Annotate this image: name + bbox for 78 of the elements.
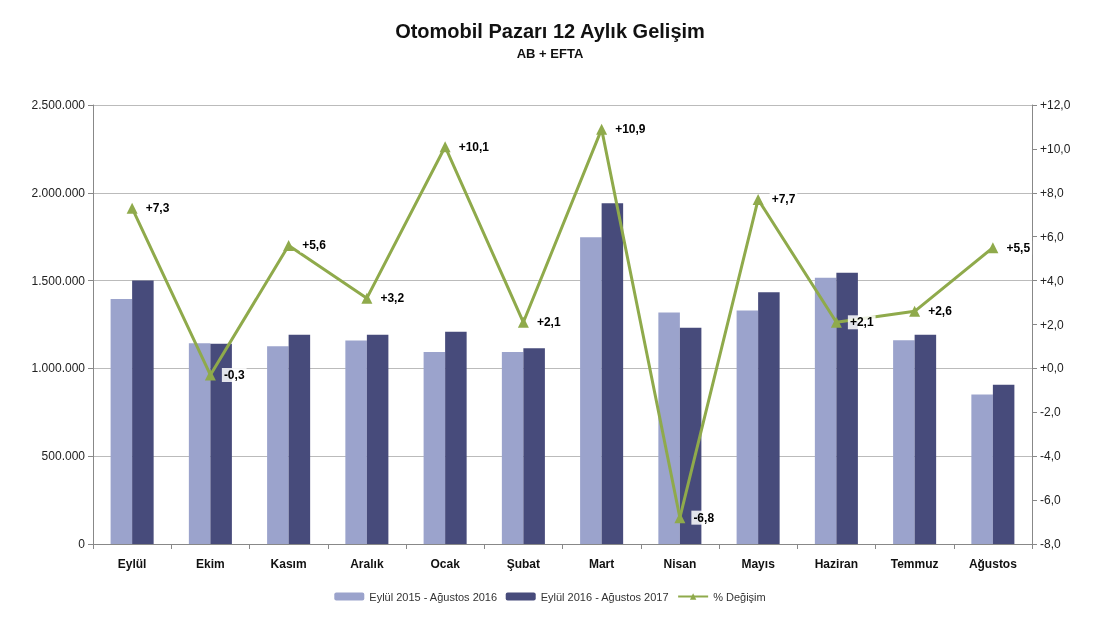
bar [893,340,915,544]
bar [423,352,446,544]
x-tick-label: Ocak [430,557,461,571]
bar [523,348,545,544]
data-label: -6,8 [693,510,715,525]
y-tick-label: 500.000 [41,449,86,464]
point [361,292,373,304]
x-tick-label: Mart [588,557,615,571]
bar [366,334,389,544]
point [439,141,451,153]
bar [971,394,993,544]
x-tick-label: Nisan [663,557,697,571]
y-tick-label: 1.500.000 [31,273,86,288]
data-label: +5,5 [1006,240,1031,255]
data-label: +2,6 [928,304,953,319]
bar [658,312,680,544]
bar [814,277,837,544]
x-tick-label: Ekim [196,557,225,571]
point [909,305,921,317]
x-tick-label: Eylül [117,557,147,571]
y2-tick-label: -6,0 [1040,493,1061,508]
data-label: +2,1 [849,315,874,330]
point [752,193,764,205]
x-tick-label: Haziran [814,557,859,571]
x-tick-label: Şubat [506,557,541,571]
y2-tick-label: +12,0 [1040,98,1071,112]
point [283,239,295,251]
chart-subtitle: AB + EFTA [516,46,584,61]
y2-tick-label: -4,0 [1040,449,1061,464]
data-label: +5,6 [302,238,327,253]
bar [601,203,624,544]
x-tick-label: Temmuz [890,557,939,571]
x-tick-label: Ağustos [968,557,1018,571]
data-label: +10,9 [615,122,646,137]
data-label: +7,3 [145,201,170,216]
data-label: +2,1 [536,315,561,330]
bar [288,334,311,544]
x-tick-label: Aralık [350,557,384,571]
x-tick-label: Mayıs [741,557,776,571]
y2-tick-label: +0,0 [1040,361,1065,376]
chart-title: Otomobil Pazarı 12 Aylık Gelişim [395,20,705,42]
point [596,123,608,135]
legend-label: Eylül 2016 - Ağustos 2017 [540,590,669,603]
bar [110,299,133,544]
y2-tick-label: +4,0 [1040,273,1065,288]
bar [736,310,759,544]
legend-label: % Değişim [713,590,766,603]
bar [188,343,211,544]
point [126,202,138,214]
y-tick-label: 1.000.000 [31,361,86,376]
point [517,316,529,328]
y2-tick-label: +8,0 [1040,185,1065,200]
data-label: +3,2 [380,291,405,306]
point [987,242,999,254]
y2-tick-label: +2,0 [1040,317,1065,332]
y-tick-label: 2.500.000 [31,98,86,112]
bar [445,331,467,544]
point [830,316,842,328]
bar [914,334,937,544]
data-label: +10,1 [458,139,490,154]
x-tick-label: Kasım [270,557,307,571]
bar [580,237,602,544]
data-label: -0,3 [223,367,245,382]
bar [758,292,780,544]
y2-tick-label: -8,0 [1040,537,1061,551]
data-label: +7,7 [771,192,796,207]
y2-tick-label: -2,0 [1040,405,1061,420]
point [204,369,216,381]
y2-tick-label: +10,0 [1040,141,1071,156]
y2-tick-label: +6,0 [1040,229,1065,244]
bar [992,384,1015,544]
bar [345,340,367,544]
legend-label: Eylül 2015 - Ağustos 2016 [369,590,498,603]
y-tick-label: 0 [78,537,86,551]
bar [501,352,524,544]
y-tick-label: 2.000.000 [31,185,86,200]
bar [267,346,289,544]
bar [132,280,154,544]
